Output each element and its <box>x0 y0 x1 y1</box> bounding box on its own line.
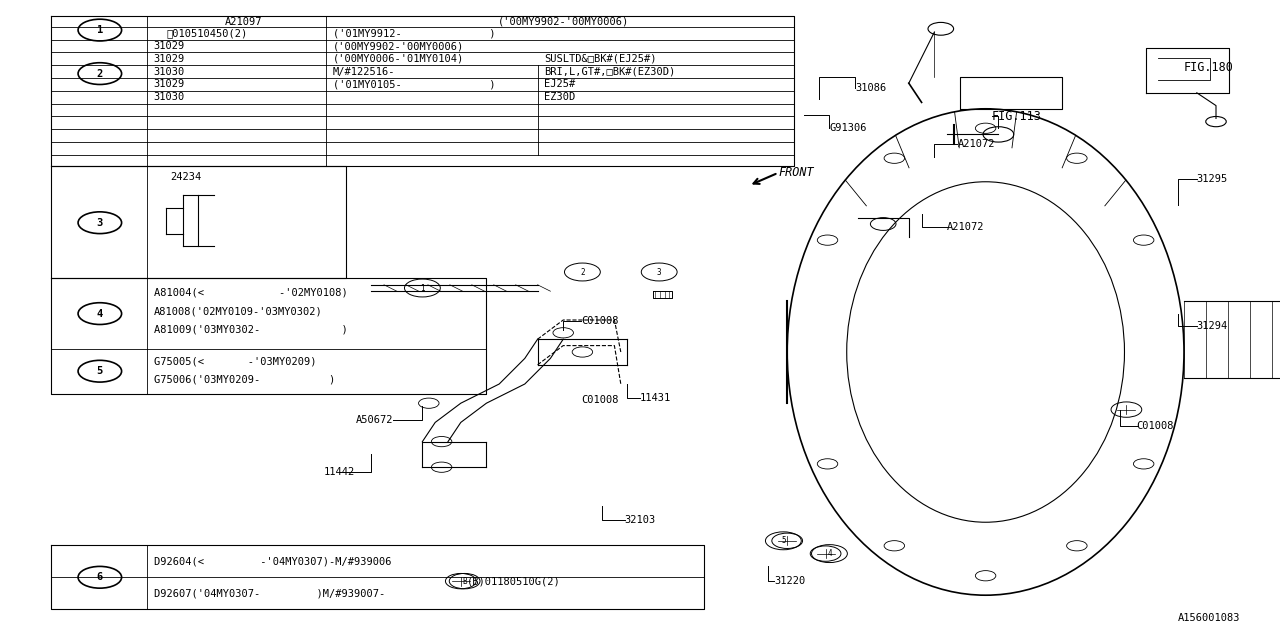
Text: G75005(<       -'03MY0209): G75005(< -'03MY0209) <box>154 356 316 367</box>
Text: 1: 1 <box>420 284 425 292</box>
Text: 31086: 31086 <box>855 83 886 93</box>
Text: A21072: A21072 <box>947 222 984 232</box>
Text: 5: 5 <box>781 536 786 545</box>
Text: EJ25#: EJ25# <box>544 79 575 90</box>
Text: EZ30D: EZ30D <box>544 92 575 102</box>
Text: 2: 2 <box>97 68 102 79</box>
Text: M/#122516-: M/#122516- <box>333 67 396 77</box>
Text: ('00MY9902-'00MY0006): ('00MY9902-'00MY0006) <box>333 41 465 51</box>
Text: 31029: 31029 <box>154 54 184 64</box>
Text: ('00MY9902-'00MY0006): ('00MY9902-'00MY0006) <box>498 17 628 27</box>
Text: 3: 3 <box>97 218 102 228</box>
Text: 2: 2 <box>580 268 585 276</box>
Text: BRI,L,GT#,□BK#(EZ30D): BRI,L,GT#,□BK#(EZ30D) <box>544 67 676 77</box>
Text: A21072: A21072 <box>957 139 995 149</box>
Text: 5: 5 <box>97 366 102 376</box>
Text: 31029: 31029 <box>154 79 184 90</box>
Text: 32103: 32103 <box>625 515 655 525</box>
Text: 31294: 31294 <box>1197 321 1228 332</box>
Text: 31029: 31029 <box>154 41 184 51</box>
Text: C01008: C01008 <box>1137 420 1174 431</box>
Text: C01008: C01008 <box>581 395 618 405</box>
Text: C01008: C01008 <box>581 316 618 326</box>
Text: 6: 6 <box>97 572 102 582</box>
Text: 31220: 31220 <box>774 576 805 586</box>
Text: A81008('02MY0109-'03MY0302): A81008('02MY0109-'03MY0302) <box>154 307 323 317</box>
Text: FRONT: FRONT <box>778 166 814 179</box>
Text: 4: 4 <box>827 549 832 558</box>
Text: 1: 1 <box>97 25 102 35</box>
Text: A50672: A50672 <box>356 415 393 425</box>
Text: 31030: 31030 <box>154 92 184 102</box>
Text: D92607('04MY0307-         )M/#939007-: D92607('04MY0307- )M/#939007- <box>154 588 385 598</box>
Text: 11431: 11431 <box>640 393 671 403</box>
Text: D92604(<         -'04MY0307)-M/#939006: D92604(< -'04MY0307)-M/#939006 <box>154 556 392 566</box>
Text: 31030: 31030 <box>154 67 184 77</box>
Text: A81009('03MY0302-             ): A81009('03MY0302- ) <box>154 324 347 335</box>
Text: ('00MY0006-'01MY0104): ('00MY0006-'01MY0104) <box>333 54 465 64</box>
Text: G75006('03MY0209-           ): G75006('03MY0209- ) <box>154 374 335 385</box>
Text: G91306: G91306 <box>829 123 867 133</box>
Text: Ⓑ010510450(2): Ⓑ010510450(2) <box>166 28 247 38</box>
Text: 3: 3 <box>657 268 662 276</box>
Text: B: B <box>462 577 467 586</box>
Text: ('01MY9912-              ): ('01MY9912- ) <box>333 28 495 38</box>
Text: 31295: 31295 <box>1197 174 1228 184</box>
Text: (B)01180510G(2): (B)01180510G(2) <box>467 576 561 586</box>
Text: SUSLTD&□BK#(EJ25#): SUSLTD&□BK#(EJ25#) <box>544 54 657 64</box>
Text: ('01MY0105-              ): ('01MY0105- ) <box>333 79 495 90</box>
Text: 24234: 24234 <box>170 172 201 182</box>
Text: A156001083: A156001083 <box>1178 612 1240 623</box>
Text: FIG.113: FIG.113 <box>992 110 1042 123</box>
Text: 11442: 11442 <box>324 467 355 477</box>
Text: A81004(<            -'02MY0108): A81004(< -'02MY0108) <box>154 287 347 298</box>
Text: 4: 4 <box>97 308 102 319</box>
Text: FIG.180: FIG.180 <box>1184 61 1234 74</box>
Text: A21097: A21097 <box>224 17 262 27</box>
